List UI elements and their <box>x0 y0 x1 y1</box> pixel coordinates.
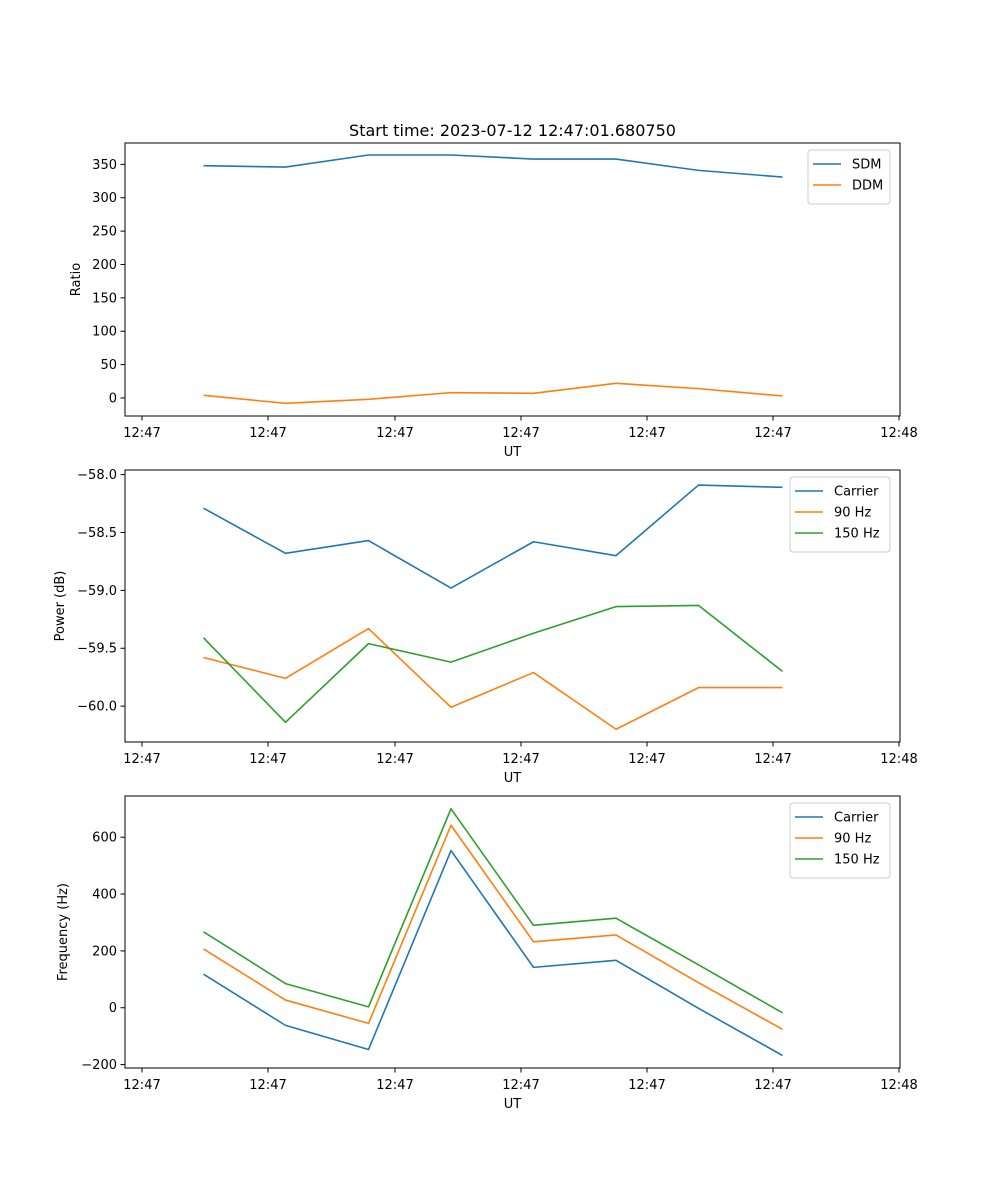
x-axis-label: UT <box>504 445 522 460</box>
y-tick-label: −59.5 <box>77 642 117 657</box>
legend: Carrier 90 Hz 150 Hz <box>789 476 891 553</box>
panel-1: 12:47 12:47 12:47 12:47 12:47 12:47 12:48 0 50 10… <box>69 142 918 460</box>
x-tick-label: 12:48 <box>880 752 917 767</box>
legend-label: Carrier <box>834 811 879 826</box>
series-line-150-hz <box>203 807 783 1014</box>
y-tick-label: −60.0 <box>77 700 117 715</box>
legend-label: 150 Hz <box>834 853 880 868</box>
y-tick-label: −58.0 <box>77 468 117 483</box>
legend: Carrier 90 Hz 150 Hz <box>789 802 891 879</box>
panel-2: 12:47 12:47 12:47 12:47 12:47 12:47 12:48 −60.0… <box>53 468 918 786</box>
panel-3: 12:47 12:47 12:47 12:47 12:47 12:47 12:48 −200 0… <box>56 795 918 1112</box>
y-tick-label: −59.0 <box>77 584 117 599</box>
x-tick-label: 12:47 <box>754 1078 791 1093</box>
x-tick-label: 12:47 <box>628 752 665 767</box>
x-tick-label: 12:47 <box>123 426 160 441</box>
y-tick-label: 0 <box>109 391 117 406</box>
x-axis-label: UT <box>504 771 522 786</box>
x-tick-label: 12:47 <box>754 426 791 441</box>
figure-title: Start time: 2023-07-12 12:47:01.680750 <box>349 121 676 140</box>
series-line-sdm <box>203 154 783 178</box>
axes-frame <box>124 142 901 417</box>
x-tick-label: 12:47 <box>249 752 286 767</box>
axes-frame <box>124 795 901 1069</box>
series-line-150-hz <box>202 604 783 724</box>
legend-label: DDM <box>852 179 883 194</box>
series-line-90-hz <box>203 824 783 1031</box>
y-tick-label: 50 <box>100 358 117 373</box>
x-tick-label: 12:47 <box>123 752 160 767</box>
y-tick-label: 350 <box>92 158 117 173</box>
y-tick-label: 300 <box>92 191 117 206</box>
axes-frame <box>124 469 901 743</box>
y-tick-label: 200 <box>92 258 117 273</box>
x-tick-label: 12:47 <box>502 752 539 767</box>
x-tick-label: 12:47 <box>628 426 665 441</box>
x-tick-label: 12:47 <box>376 426 413 441</box>
y-tick-label: 100 <box>92 325 117 340</box>
legend-label: 150 Hz <box>834 527 880 542</box>
series-line-carrier <box>203 484 783 589</box>
y-axis-label: Ratio <box>69 263 84 296</box>
x-tick-label: 12:47 <box>502 1078 539 1093</box>
x-tick-label: 12:48 <box>880 426 917 441</box>
x-tick-label: 12:47 <box>123 1078 160 1093</box>
legend-label: Carrier <box>834 485 879 500</box>
series-line-ddm <box>203 382 783 405</box>
x-tick-label: 12:47 <box>376 1078 413 1093</box>
y-tick-label: 250 <box>92 225 117 240</box>
y-tick-label: 600 <box>92 831 117 846</box>
x-tick-label: 12:47 <box>249 1078 286 1093</box>
x-tick-label: 12:47 <box>628 1078 665 1093</box>
x-axis-label: UT <box>504 1097 522 1112</box>
series-line-carrier <box>203 849 783 1057</box>
legend-label: 90 Hz <box>834 832 871 847</box>
series-line-90-hz <box>203 627 783 731</box>
x-tick-label: 12:47 <box>754 752 791 767</box>
x-tick-label: 12:48 <box>880 1078 917 1093</box>
y-tick-label: 400 <box>92 888 117 903</box>
legend-label: 90 Hz <box>834 506 871 521</box>
y-tick-label: −58.5 <box>77 526 117 541</box>
legend: SDM DDM <box>807 149 891 205</box>
x-tick-label: 12:47 <box>376 752 413 767</box>
x-tick-label: 12:47 <box>249 426 286 441</box>
panels: 12:47 12:47 12:47 12:47 12:47 12:47 12:48 0 50 10… <box>53 142 918 1112</box>
x-tick-label: 12:47 <box>502 426 539 441</box>
legend-label: SDM <box>852 158 881 173</box>
y-tick-label: 150 <box>92 291 117 306</box>
y-tick-label: −200 <box>81 1058 117 1073</box>
y-tick-label: 0 <box>109 1001 117 1016</box>
y-tick-label: 200 <box>92 944 117 959</box>
y-axis-label: Power (dB) <box>53 571 68 642</box>
y-axis-label: Frequency (Hz) <box>56 883 71 981</box>
